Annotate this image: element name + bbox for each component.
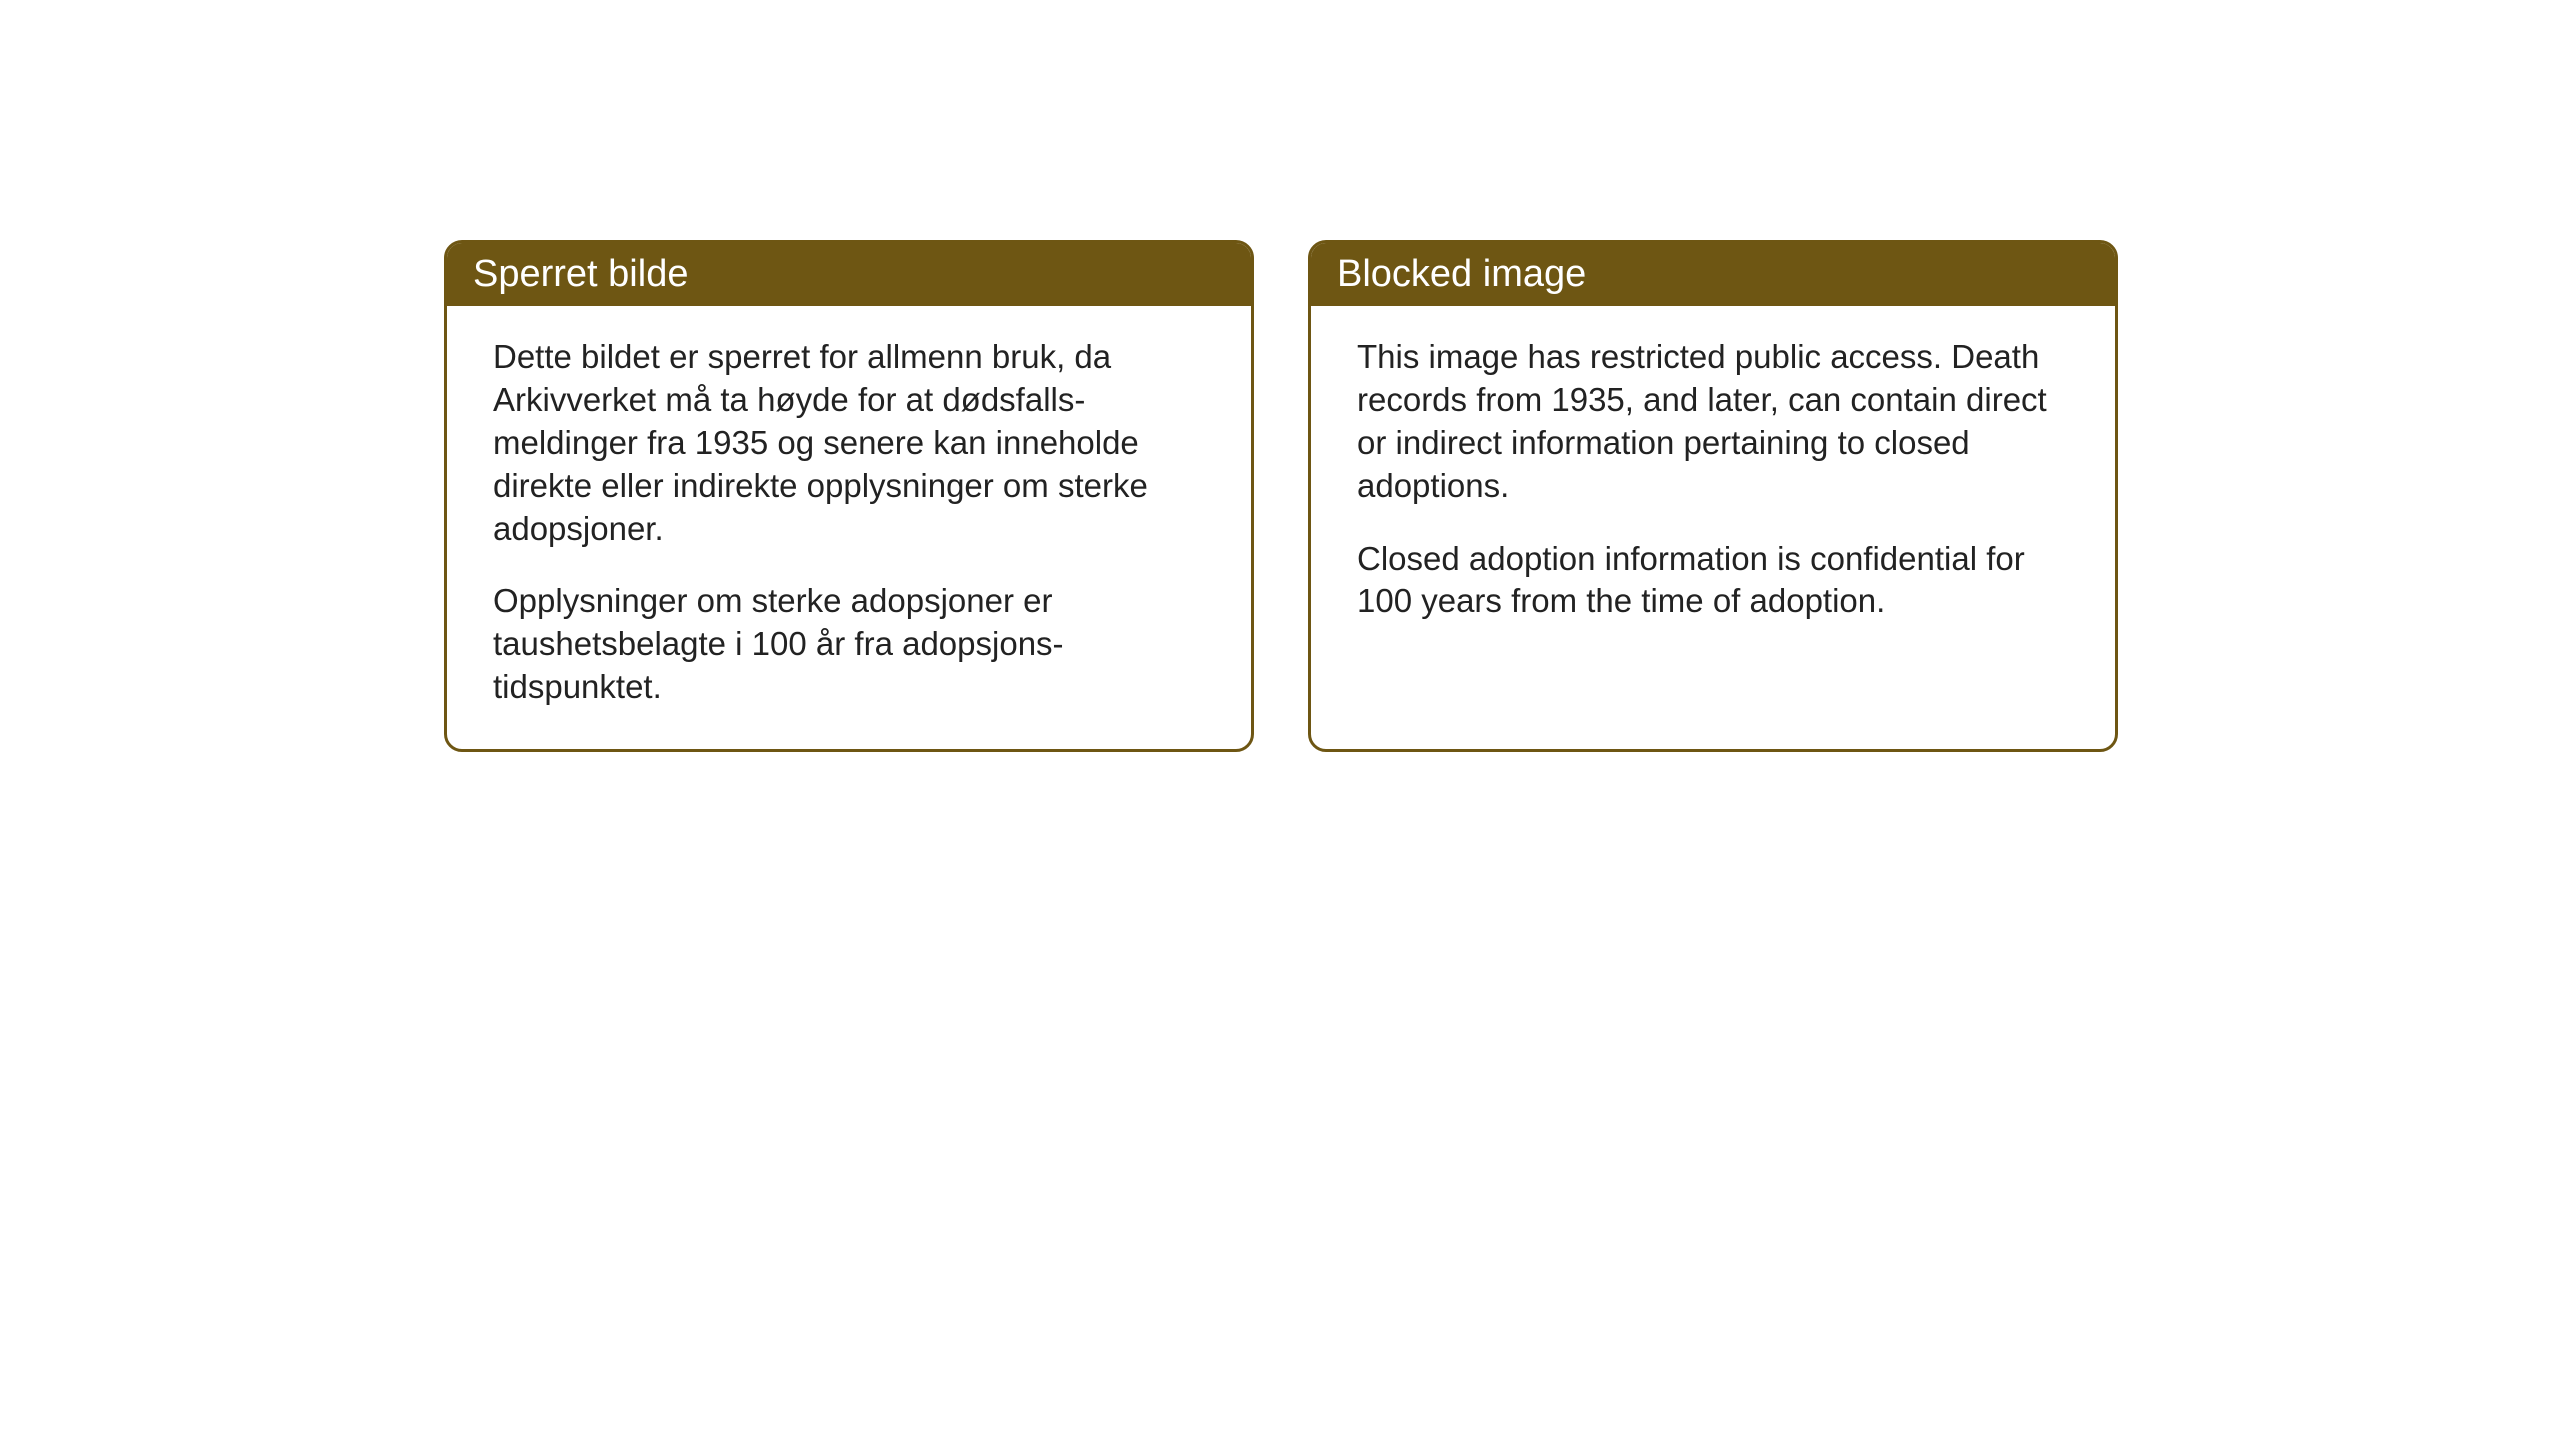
card-paragraph: This image has restricted public access.…	[1357, 336, 2069, 508]
cards-container: Sperret bilde Dette bildet er sperret fo…	[0, 0, 2560, 752]
card-english: Blocked image This image has restricted …	[1308, 240, 2118, 752]
card-paragraph: Closed adoption information is confident…	[1357, 538, 2069, 624]
card-header-norwegian: Sperret bilde	[447, 243, 1251, 306]
card-paragraph: Dette bildet er sperret for allmenn bruk…	[493, 336, 1205, 550]
card-norwegian: Sperret bilde Dette bildet er sperret fo…	[444, 240, 1254, 752]
card-body-norwegian: Dette bildet er sperret for allmenn bruk…	[447, 306, 1251, 749]
card-title: Sperret bilde	[473, 253, 688, 295]
card-paragraph: Opplysninger om sterke adopsjoner er tau…	[493, 580, 1205, 709]
card-body-english: This image has restricted public access.…	[1311, 306, 2115, 663]
card-header-english: Blocked image	[1311, 243, 2115, 306]
card-title: Blocked image	[1337, 253, 1586, 295]
